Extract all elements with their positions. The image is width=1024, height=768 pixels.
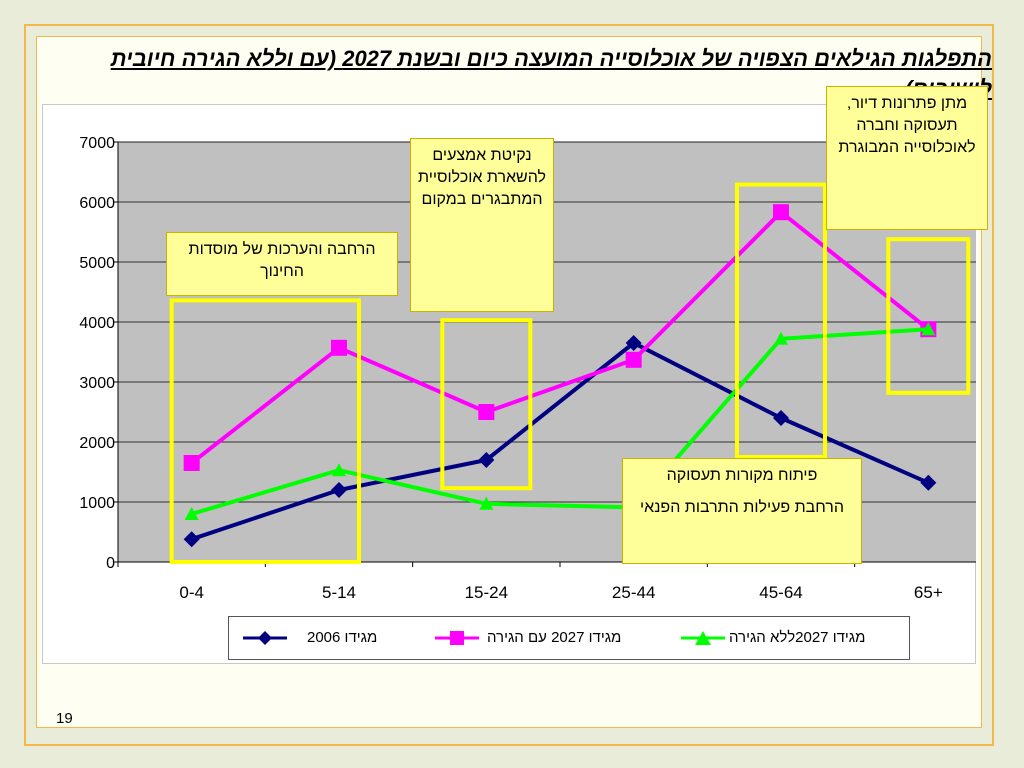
x-tick-label: 65+ [914,583,943,602]
data-point [625,335,642,351]
callout-elderly-text: מתן פתרונות דיור, תעסוקה וחברה לאוכלוסיי… [838,95,976,156]
x-tick-label: 45-64 [759,583,802,602]
y-tick-label: 5000 [79,255,115,272]
legend-item-2027-no-migration: מגידו 2027ללא הגירה [681,617,905,659]
data-point [183,455,200,471]
slide-title: התפלגות הגילאים הצפויה של אוכלוסייה המוע… [110,46,992,100]
data-point [921,322,936,336]
y-tick-label: 4000 [79,315,115,332]
legend-item-2006: מגידו 2006 [243,617,443,659]
data-point [920,474,937,491]
callout-employment-line2: הרחבת פעילות התרבות הפנאי [640,499,844,516]
y-tick-label: 2000 [79,435,115,452]
legend-label-2027-migration: מגידו 2027 עם הגירה [487,629,622,646]
legend-item-2027-migration: מגידו 2027 עם הגירה [435,617,679,659]
data-point [478,452,495,468]
data-point [479,496,494,510]
callout-education: הרחבה והערכות של מוסדות החינוך [166,232,398,296]
series-line-2 [191,327,929,516]
y-tick-label: 7000 [79,135,115,152]
y-tick-label: 0 [106,555,115,572]
callout-employment: פיתוח מקורות תעסוקה הרחבת פעילות התרבות … [622,458,862,564]
highlight-box-45-64 [735,182,827,459]
x-tick-label: 5-14 [322,583,356,602]
highlight-box-65plus [886,237,971,395]
chart-legend: מגידו 2006 מגידו 2027 עם הגירה מגידו 202… [228,616,910,660]
data-point [331,482,347,498]
legend-marker-2027-migration [435,631,479,645]
x-tick-label: 0-4 [179,583,204,602]
x-tick-label: 25-44 [612,583,655,602]
callout-young-text: נקיטת אמצעים להשארת אוכלוסיית המתבגרים ב… [417,147,547,208]
callout-employment-line1: פיתוח מקורות תעסוקה [666,467,818,484]
highlight-box-0-14 [169,298,361,564]
slide-outer-frame [24,24,994,746]
data-point [478,404,495,420]
data-point [332,463,346,477]
legend-label-2006: מגידו 2006 [307,629,378,646]
y-tick-label: 1000 [79,495,115,512]
data-point [331,339,347,356]
legend-marker-2006 [243,631,287,645]
x-tick-label: 15-24 [465,583,508,602]
series-line-1 [190,210,930,465]
legend-label-2027-no-migration: מגידו 2027ללא הגירה [729,629,866,646]
data-point [773,204,789,221]
data-point [774,331,788,345]
y-tick-label: 3000 [79,375,115,392]
callout-education-text: הרחבה והערכות של מוסדות החינוך [188,241,376,280]
data-point [773,410,789,426]
data-point [184,507,199,520]
series-line-0 [191,341,930,542]
data-point [625,351,642,368]
data-point [183,531,200,548]
highlight-box-15-24 [440,318,533,491]
callout-young: נקיטת אמצעים להשארת אוכלוסיית המתבגרים ב… [410,138,554,312]
y-tick-label: 6000 [79,195,115,212]
page-number: 19 [56,710,73,727]
callout-elderly: מתן פתרונות דיור, תעסוקה וחברה לאוכלוסיי… [826,86,988,230]
legend-marker-2027-no-migration [681,631,725,645]
